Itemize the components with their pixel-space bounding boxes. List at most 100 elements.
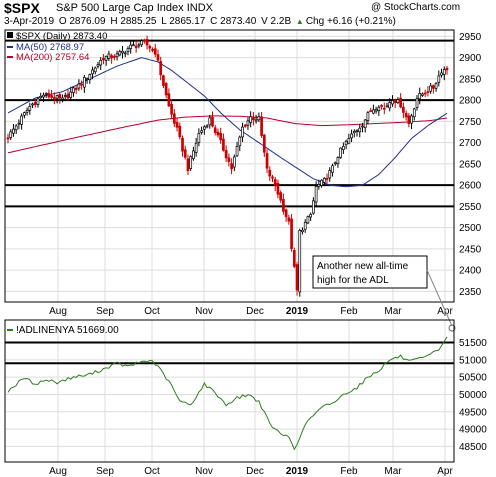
candle-body	[36, 98, 40, 105]
chart-description: S&P 500 Large Cap Index INDX	[56, 2, 213, 14]
candle-body	[9, 131, 13, 138]
adl-line	[7, 336, 448, 451]
candle-body	[388, 102, 392, 109]
candle-body	[77, 83, 81, 89]
candle-body	[445, 67, 449, 71]
candle-body	[407, 115, 411, 124]
price-y-tick-label: 2900	[459, 53, 482, 64]
candle-body	[377, 106, 381, 112]
exchange-text: INDX	[186, 2, 213, 14]
price-panel-border	[4, 29, 455, 303]
candle-body	[347, 138, 351, 144]
candle-body	[254, 119, 258, 122]
candle-body	[110, 55, 113, 59]
candle-body	[183, 149, 187, 158]
candle-body	[112, 55, 116, 58]
adl-y-tick-label: 50000	[459, 390, 487, 401]
adl-y-tick-label: 49000	[459, 425, 487, 436]
candle-body	[205, 125, 209, 128]
price-x-tick-label: 2019	[286, 306, 309, 317]
candle-body	[88, 74, 92, 81]
candle-body	[385, 105, 389, 108]
candle-body	[25, 109, 29, 113]
watermark: @ StockCharts.com	[371, 2, 461, 13]
candle-body	[23, 112, 26, 116]
price-y-tick-label: 2400	[459, 266, 482, 277]
candle-body	[219, 132, 223, 141]
candle-body	[93, 67, 97, 73]
adl-x-tick-label: Feb	[340, 466, 358, 477]
candle-body	[213, 127, 217, 133]
candle-body	[74, 87, 78, 90]
quote-low: L 2865.17	[161, 16, 206, 27]
candle-body	[265, 153, 269, 169]
adl-panel-border	[4, 319, 455, 463]
candle-body	[129, 44, 133, 49]
adl-x-tick-label: Sep	[96, 466, 114, 477]
quote-open: O 2876.09	[58, 16, 106, 27]
candle-body	[63, 95, 67, 97]
candle-body	[153, 48, 157, 55]
candle-body	[148, 45, 152, 49]
annotation-pointer	[426, 269, 453, 327]
candle-body	[372, 109, 375, 114]
legend-ma50-label: MA(50) 2768.97	[16, 42, 84, 53]
candle-body	[284, 209, 288, 218]
legend-price-label: $SPX (Daily) 2873.40	[16, 31, 107, 42]
candle-body	[137, 44, 141, 47]
candle-body	[159, 61, 163, 76]
candle-body	[306, 216, 310, 224]
candle-body	[151, 49, 154, 51]
candle-body	[412, 108, 416, 118]
candle-body	[107, 53, 111, 59]
candle-body	[241, 126, 244, 138]
candle-body	[31, 103, 34, 106]
candle-body	[342, 145, 345, 150]
candle-body	[358, 127, 362, 133]
candle-body	[279, 192, 283, 201]
candle-body	[20, 115, 23, 125]
price-y-tick-label: 2600	[459, 181, 482, 192]
candle-body	[44, 92, 48, 95]
candle-body	[222, 138, 225, 151]
adl-y-tick-label: 48500	[459, 442, 487, 453]
candle-body	[320, 179, 323, 187]
candle-body	[410, 115, 413, 124]
quote-volume: V 2.2B	[261, 16, 292, 27]
adl-y-tick-label: 50500	[459, 373, 487, 384]
candle-body	[298, 229, 302, 293]
candle-body	[295, 264, 299, 291]
candle-body	[61, 97, 64, 100]
candle-body	[404, 112, 408, 118]
candle-body	[301, 229, 304, 233]
price-y-tick-label: 2550	[459, 202, 482, 213]
candle-body	[197, 133, 201, 143]
candle-body	[355, 129, 359, 132]
adl-x-tick-label: Oct	[144, 466, 160, 477]
candle-body	[238, 136, 242, 147]
candle-body	[134, 45, 138, 49]
annotation-line-2: high for the ADL	[317, 275, 389, 286]
candle-body	[33, 102, 37, 105]
candle-body	[260, 116, 263, 136]
candle-body	[418, 93, 422, 100]
candle-body	[202, 126, 206, 130]
price-y-tick-label: 2350	[459, 287, 482, 298]
candle-body	[186, 158, 190, 171]
candle-body	[235, 146, 239, 157]
candle-body	[145, 39, 149, 46]
candle-body	[224, 150, 228, 159]
candle-body	[399, 97, 402, 108]
candle-body	[328, 170, 332, 179]
candle-body	[429, 85, 432, 92]
candle-body	[50, 95, 53, 98]
price-y-tick-label: 2650	[459, 159, 482, 170]
candle-body	[271, 176, 274, 179]
quote-date: 3-Apr-2019	[4, 16, 55, 27]
candle-body	[380, 105, 383, 107]
candle-body	[290, 218, 293, 249]
adl-x-tick-label: Nov	[195, 466, 213, 477]
price-x-tick-label: Aug	[49, 306, 67, 317]
price-x-tick-label: Nov	[195, 306, 213, 317]
candle-body	[361, 125, 364, 128]
